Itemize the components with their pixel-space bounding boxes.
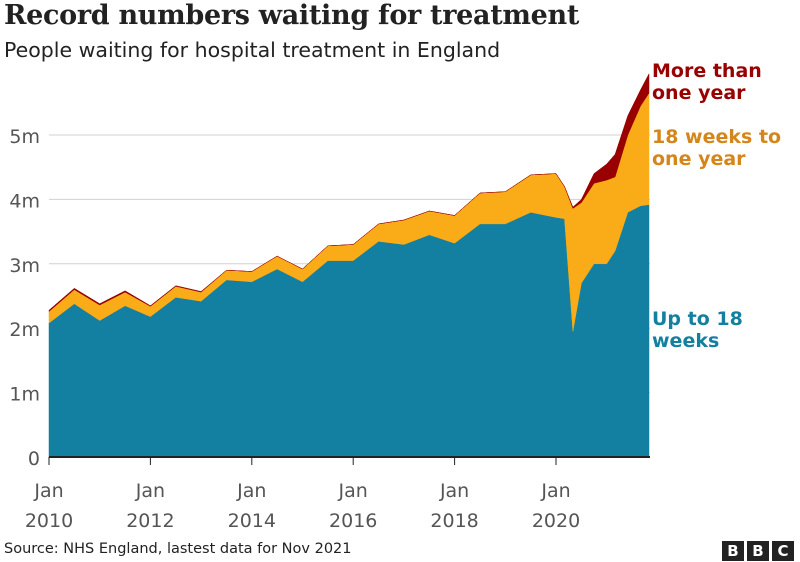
y-tick-label: 3m xyxy=(9,255,40,277)
x-tick-label: 2020 xyxy=(532,510,580,532)
x-tick-label: Jan xyxy=(338,480,368,502)
area-more-than-one-year xyxy=(48,73,650,313)
area-up-to-18-weeks xyxy=(48,204,650,458)
y-tick-label: 1m xyxy=(9,384,40,406)
bbc-logo-b2: B xyxy=(747,541,769,561)
x-tick-label: 2012 xyxy=(126,510,174,532)
x-tick-label: 2010 xyxy=(25,510,73,532)
x-tick-label: Jan xyxy=(33,480,63,502)
y-tick-label: 4m xyxy=(9,190,40,212)
y-tick-label: 2m xyxy=(9,319,40,341)
series-label-over-one-year: More than one year xyxy=(652,60,762,104)
bbc-logo-b1: B xyxy=(722,541,744,561)
x-tick-label: Jan xyxy=(439,480,469,502)
x-tick-label: Jan xyxy=(236,480,266,502)
x-tick-label: 2016 xyxy=(329,510,377,532)
series-label-up-to-18-weeks: Up to 18 weeks xyxy=(652,308,743,352)
x-tick-label: Jan xyxy=(135,480,165,502)
series-label-18-weeks-to-one-year: 18 weeks to one year xyxy=(652,126,782,170)
y-tick-label: 0 xyxy=(28,448,40,470)
x-tick-label: 2014 xyxy=(228,510,276,532)
x-tick-label: 2018 xyxy=(430,510,478,532)
y-tick-label: 5m xyxy=(9,126,40,148)
source-note: Source: NHS England, lastest data for No… xyxy=(4,541,352,557)
stacked-area-chart: 0 1m 2m 3m 4m 5m Jan 2010 Jan 2012 Jan 2014 Jan 2016 J… xyxy=(9,73,650,532)
chart-title: Record numbers waiting for treatment xyxy=(4,0,580,31)
chart-subtitle: People waiting for hospital treatment in… xyxy=(4,38,501,62)
x-tick-label: Jan xyxy=(540,480,570,502)
bbc-logo-c: C xyxy=(772,541,794,561)
footer: Source: NHS England, lastest data for No… xyxy=(0,534,800,562)
